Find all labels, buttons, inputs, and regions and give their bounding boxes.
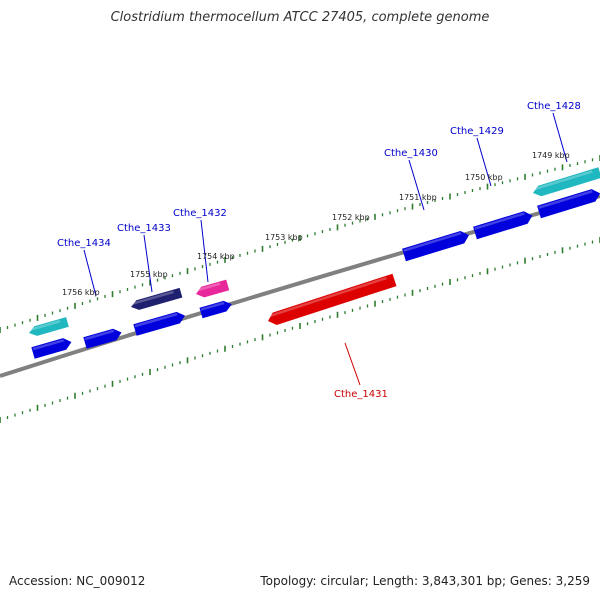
gene-cthe-1429 [473,211,533,240]
tick-layer [0,155,600,423]
gene-label-cthe-1431[interactable]: Cthe_1431 [334,389,388,400]
kbp-label: 1751 kbp [399,193,437,202]
map-title: Clostridium thermocellum ATCC 27405, com… [110,10,490,25]
kbp-label: 1753 kbp [265,233,303,242]
kbp-label-layer: 1756 kbp 1755 kbp 1754 kbp 1753 kbp 1752… [62,151,570,297]
genome-summary-text: Topology: circular; Length: 3,843,301 bp… [260,574,590,588]
gene-feature [83,328,122,349]
kbp-label: 1756 kbp [62,288,100,297]
gene-cthe-1428 [532,167,600,197]
gene-cthe-1432 [195,279,230,298]
gene-feature [199,300,232,319]
gene-feature [537,189,600,219]
gene-cthe-1434 [31,338,72,359]
leader-line [408,159,425,211]
leader-line [200,219,209,283]
leader-line [476,137,492,187]
gene-feature [130,287,183,310]
kbp-label: 1749 kbp [532,151,570,160]
leader-line [552,112,568,163]
kbp-label: 1752 kbp [332,213,370,222]
gene-label-cthe-1432[interactable]: Cthe_1432 [173,208,227,219]
gene-label-cthe-1430[interactable]: Cthe_1430 [384,148,438,159]
leader-line [143,234,153,293]
gene-label-layer: Cthe_1434 Cthe_1433 Cthe_1432 Cthe_1430 … [57,101,581,400]
accession-text: Accession: NC_009012 [9,574,146,588]
gene-cthe-1431 [267,273,397,326]
gene-label-cthe-1434[interactable]: Cthe_1434 [57,238,111,249]
gene-label-cthe-1429[interactable]: Cthe_1429 [450,126,504,137]
kbp-label: 1750 kbp [465,173,503,182]
kbp-label: 1755 kbp [130,270,168,279]
gene-layer [28,167,600,359]
leader-line [344,342,361,386]
kbp-label: 1754 kbp [197,252,235,261]
gene-cthe-1433 [133,311,185,336]
gene-cthe-1430 [402,230,470,262]
label-leader-layer [83,112,568,386]
leader-line [83,249,97,297]
gene-label-cthe-1428[interactable]: Cthe_1428 [527,101,581,112]
gene-label-cthe-1433[interactable]: Cthe_1433 [117,223,171,234]
gene-feature [28,317,69,336]
